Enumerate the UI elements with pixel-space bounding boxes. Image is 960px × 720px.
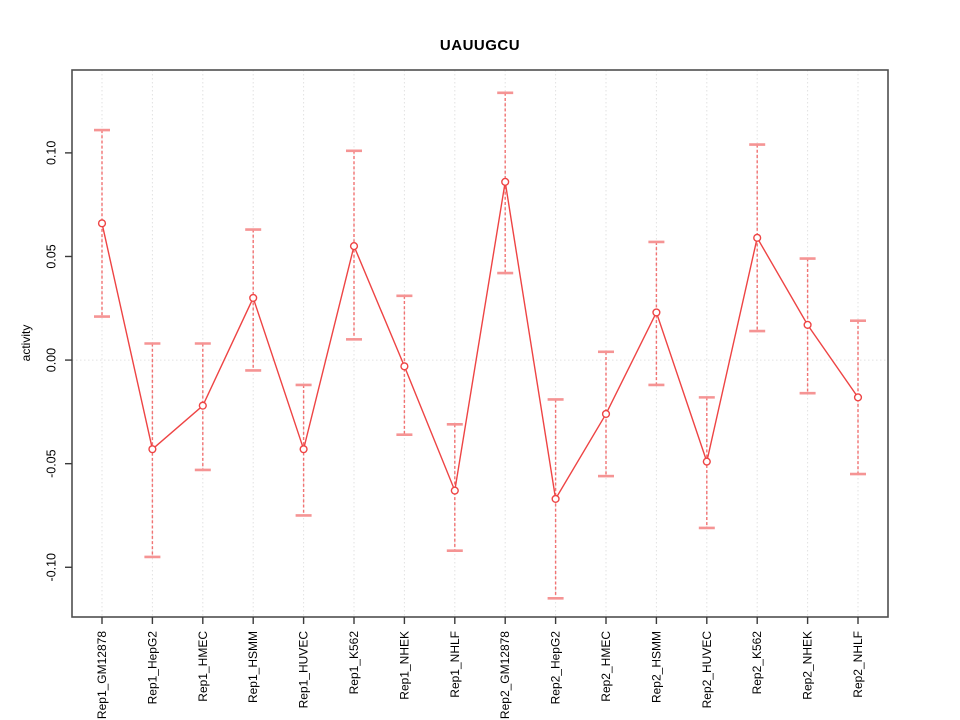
data-point-marker [501, 177, 510, 186]
data-point-marker [803, 320, 812, 329]
y-tick-label: -0.10 [44, 553, 58, 582]
x-tick-label: Rep2_NHEK [801, 631, 815, 700]
y-axis-label: activity [19, 324, 33, 362]
data-point-marker [148, 445, 157, 454]
x-tick-label: Rep1_HMEC [196, 631, 210, 702]
error-bars [94, 91, 866, 600]
data-point-marker [551, 494, 560, 503]
x-tick-label: Rep1_NHEK [397, 631, 411, 700]
x-tick-label: Rep2_HSMM [649, 631, 663, 703]
x-tick-label: Rep1_GM12878 [95, 631, 109, 719]
data-point-marker [400, 362, 409, 371]
x-tick-label: Rep2_HUVEC [700, 631, 714, 709]
chart-title: UAUUGCU [439, 37, 521, 54]
x-tick-label: Rep2_HMEC [599, 631, 613, 702]
x-tick-label: Rep2_HepG2 [549, 631, 563, 705]
data-point-marker [349, 242, 359, 251]
y-tick-label: 0.00 [44, 348, 58, 372]
data-point-marker [652, 308, 661, 317]
y-tick-label: 0.10 [44, 141, 58, 165]
x-tick-label: Rep2_GM12878 [498, 631, 512, 719]
x-tick-label: Rep2_NHLF [851, 631, 865, 698]
x-tick-label: Rep1_K562 [347, 631, 361, 695]
data-point-marker [702, 457, 711, 466]
data-point-marker [450, 486, 459, 495]
data-point-marker [198, 401, 207, 410]
y-tick-label: 0.05 [44, 244, 58, 268]
x-tick-label: Rep1_HepG2 [145, 631, 159, 705]
data-point-marker [299, 445, 308, 454]
x-tick-label: Rep2_K562 [750, 631, 764, 695]
y-tick-label: -0.05 [44, 449, 58, 478]
gridlines [72, 70, 888, 617]
plot-border [71, 69, 889, 618]
y-axis: -0.10 -0.05 0.00 0.05 0.10 [44, 141, 72, 582]
data-point-marker [753, 233, 762, 242]
data-point-marker [601, 409, 611, 419]
data-point-marker [249, 293, 258, 303]
x-tick-label: Rep1_HUVEC [297, 631, 311, 709]
x-tick-label: Rep1_NHLF [448, 631, 462, 698]
data-point-marker [97, 219, 107, 228]
data-point-marker [853, 393, 863, 402]
series-line [101, 181, 859, 501]
x-tick-label: Rep1_HSMM [246, 631, 260, 703]
data-point-markers [97, 177, 863, 503]
x-axis: Rep1_GM12878 Rep1_HepG2 Rep1_HMEC Rep1_HSMM… [95, 617, 865, 719]
